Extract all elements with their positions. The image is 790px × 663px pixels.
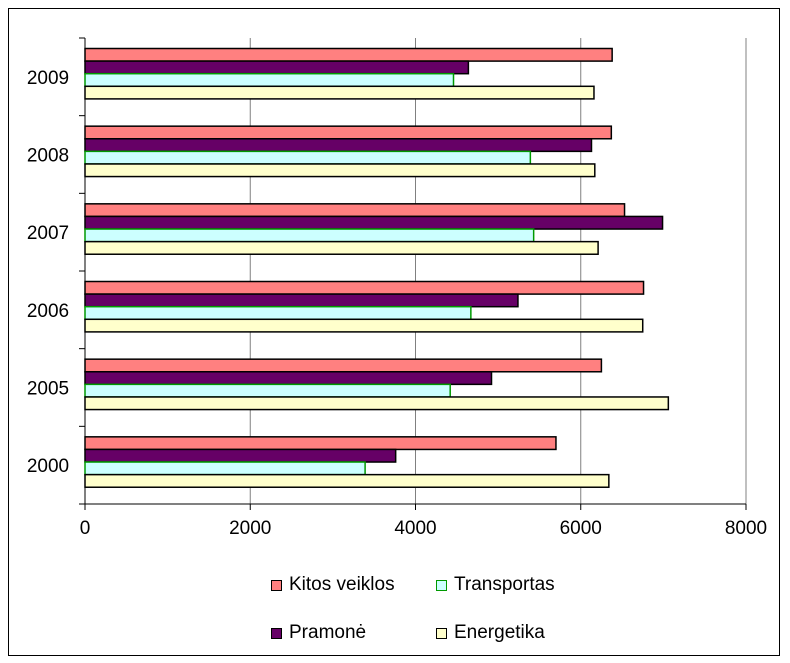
bar-kitos-veiklos-2007 [84, 203, 626, 218]
bar-transportas-2005 [84, 383, 451, 398]
x-tick-label: 6000 [560, 518, 602, 539]
legend-item-energetika: Energetika [436, 622, 545, 644]
bar-energetika-2000 [84, 473, 610, 488]
y-tick-label: 2006 [27, 301, 69, 322]
bar-energetika-2009 [84, 85, 595, 100]
bar-transportas-2000 [84, 461, 366, 476]
legend-item-transportas: Transportas [436, 574, 555, 596]
bar-kitos-veiklos-2000 [84, 436, 557, 451]
bar-pramon-2007 [84, 215, 664, 230]
legend-swatch-energetika [436, 627, 447, 639]
legend-swatch-transportas [436, 579, 447, 591]
y-tick-label: 2005 [27, 379, 69, 400]
x-tick-label: 0 [80, 518, 91, 539]
legend-label-energetika: Energetika [454, 622, 545, 643]
y-tick-label: 2007 [27, 223, 69, 244]
bar-kitos-veiklos-2008 [84, 125, 613, 140]
legend-label-kitos-veiklos: Kitos veiklos [289, 574, 395, 595]
x-tick-label: 4000 [394, 518, 436, 539]
bar-kitos-veiklos-2005 [84, 358, 603, 373]
bar-pramon-2008 [84, 138, 593, 153]
bar-energetika-2008 [84, 163, 596, 178]
legend-label-transportas: Transportas [454, 574, 555, 595]
legend-item-kitos-veiklos: Kitos veiklos [271, 574, 395, 596]
bar-energetika-2005 [84, 396, 670, 411]
legend-swatch-kitos-veiklos [271, 579, 282, 591]
bar-transportas-2006 [84, 305, 472, 321]
bar-pramon-2005 [84, 371, 493, 386]
bar-pramon-2009 [84, 60, 470, 75]
bar-transportas-2009 [84, 72, 455, 88]
bar-kitos-veiklos-2009 [84, 47, 613, 62]
y-tick-label: 2000 [27, 456, 69, 477]
bar-transportas-2007 [84, 228, 535, 243]
bar-pramon-2006 [84, 293, 519, 308]
x-tick-label: 8000 [725, 518, 767, 539]
bar-transportas-2008 [84, 150, 532, 165]
x-tick-label: 2000 [229, 518, 271, 539]
legend-label-pramone: Pramonė [289, 622, 367, 643]
bar-pramon-2000 [84, 448, 397, 463]
bar-energetika-2007 [84, 240, 599, 255]
y-tick-label: 2009 [27, 68, 69, 89]
y-tick-label: 2008 [27, 146, 69, 167]
bar-energetika-2006 [84, 318, 644, 333]
bar-kitos-veiklos-2006 [84, 280, 645, 295]
legend-swatch-pramone [271, 627, 282, 639]
legend-item-pramone: Pramonė [271, 622, 366, 644]
